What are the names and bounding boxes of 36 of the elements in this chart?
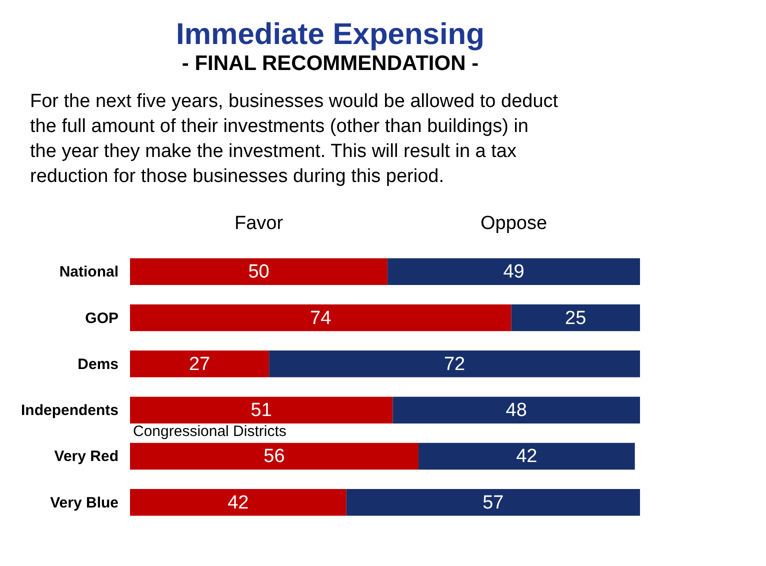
data-label: 25 (565, 308, 586, 329)
series-label: Oppose (480, 213, 548, 234)
annotation: Congressional Districts (133, 423, 286, 440)
data-label: 48 (506, 400, 527, 422)
y-tick-label: Very Blue (50, 494, 118, 512)
data-label: 57 (482, 492, 504, 514)
data-label: 72 (444, 354, 466, 375)
data-label: 42 (228, 492, 249, 514)
data-label: 51 (250, 400, 272, 422)
bar (346, 489, 640, 516)
bar (511, 304, 640, 332)
data-label: 42 (516, 446, 538, 468)
bar (130, 489, 346, 516)
bar (269, 350, 640, 378)
chart-title: Immediate Expensing (176, 18, 484, 51)
y-tick-label: Independents (20, 402, 118, 420)
bar (130, 442, 418, 470)
bar (388, 258, 640, 285)
bar (130, 304, 512, 332)
chart-subtitle: - FINAL RECOMMENDATION - (182, 52, 479, 75)
text: For the next five years, businesses would be allowed to deduct the full amount of their investments (other than buildings) in the year they make the investment. This will result in a tax reduction for those businesses during this period. (30, 91, 559, 187)
data-label: 50 (248, 262, 270, 283)
bar (418, 442, 635, 470)
bar (130, 396, 393, 424)
series-label: Favor (234, 213, 284, 234)
y-tick-label: GOP (85, 310, 118, 327)
data-label: 27 (188, 354, 210, 375)
data-label: 49 (503, 262, 524, 283)
y-tick-label: National (59, 264, 118, 281)
bar (130, 258, 388, 285)
bar (130, 350, 270, 378)
bar (392, 396, 640, 424)
y-tick-label: Dems (78, 356, 118, 373)
y-tick-label: Very Red (54, 448, 118, 466)
data-label: 74 (310, 308, 332, 329)
data-label: 56 (264, 446, 285, 468)
